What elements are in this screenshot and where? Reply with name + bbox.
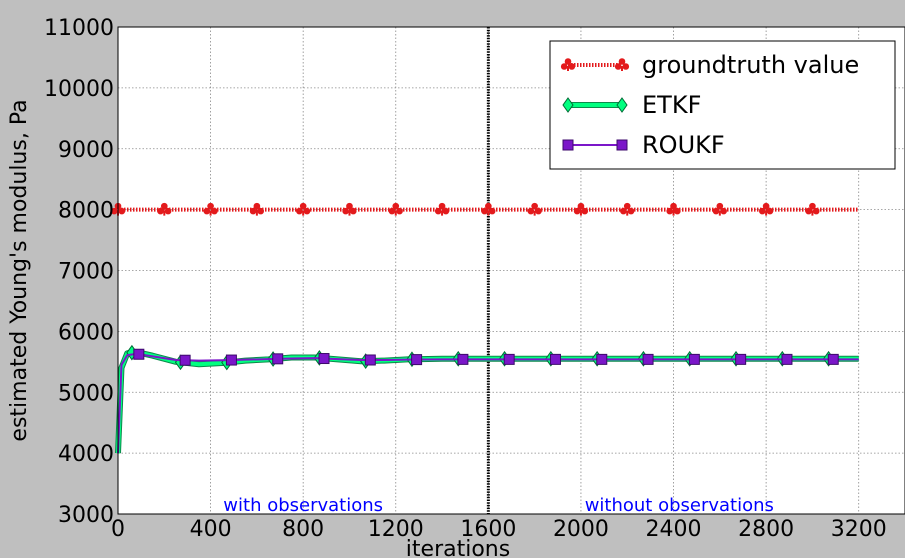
legend-marker (616, 97, 628, 113)
x-tick-label: 1600 (460, 517, 516, 542)
data-point (388, 202, 403, 216)
data-point (573, 202, 589, 216)
data-point (457, 353, 469, 365)
legend-items: groundtruth value ETKF ROUKF (560, 51, 859, 159)
x-tick-label: 800 (282, 517, 324, 542)
data-point (296, 202, 311, 216)
legend-marker (560, 58, 576, 71)
y-tick-label: 5000 (58, 381, 114, 406)
x-tick-label: 400 (190, 517, 232, 542)
data-point (179, 354, 191, 366)
data-point (364, 354, 376, 366)
legend-marker (616, 139, 628, 151)
data-point (781, 353, 793, 365)
data-point (827, 353, 839, 365)
data-point (549, 353, 561, 365)
data-point (225, 354, 237, 366)
data-point (805, 202, 820, 216)
y-tick-label: 6000 (58, 320, 114, 345)
data-point (620, 202, 635, 216)
legend-item: ROUKF (562, 131, 725, 159)
data-point (481, 202, 496, 216)
y-tick-label: 4000 (58, 442, 114, 467)
annotation-with-observations: with observations (223, 495, 383, 516)
x-axis-label: iterations (406, 537, 510, 558)
data-point (203, 202, 218, 216)
legend-marker (562, 139, 574, 151)
x-tick-labels: 0 400 800 1200 1600 2000 2400 2800 3200 (111, 517, 887, 542)
data-point (249, 202, 264, 216)
legend-marker (562, 97, 574, 113)
legend-label: ROUKF (642, 131, 725, 159)
data-point (712, 202, 727, 216)
y-tick-label: 9000 (58, 138, 114, 163)
series-layer (110, 202, 859, 454)
annotation-without-observations: without observations (585, 495, 774, 516)
data-point (272, 353, 284, 365)
data-point (527, 202, 542, 216)
x-tick-label: 0 (111, 517, 125, 542)
data-point (735, 353, 747, 365)
data-point (666, 202, 681, 216)
y-tick-label: 11000 (44, 16, 114, 41)
data-point (759, 202, 774, 216)
y-tick-label: 10000 (44, 77, 114, 102)
plot-frame (117, 26, 905, 515)
data-point (434, 202, 450, 216)
series-groundtruth-value (110, 202, 859, 216)
x-tick-label: 1200 (368, 517, 424, 542)
data-point (642, 353, 654, 365)
legend: groundtruth value ETKF ROUKF (549, 40, 896, 170)
y-tick-label: 3000 (58, 503, 114, 528)
data-point (411, 354, 423, 366)
data-point (342, 202, 357, 216)
legend-item: groundtruth value (560, 51, 859, 79)
series-roukf (117, 348, 859, 454)
data-point (596, 353, 608, 365)
data-point (110, 202, 126, 216)
x-tick-label: 2800 (738, 517, 794, 542)
x-tick-label: 2000 (553, 517, 609, 542)
y-axis-label: estimated Young's modulus, Pa (7, 99, 32, 441)
data-point (318, 353, 330, 365)
data-point (157, 202, 172, 216)
y-tick-label: 7000 (58, 260, 114, 285)
data-point (133, 348, 145, 360)
legend-label: ETKF (642, 91, 701, 119)
data-point (503, 353, 515, 365)
y-tick-label: 8000 (58, 199, 114, 224)
x-tick-label: 2400 (646, 517, 702, 542)
x-tick-label: 3200 (831, 517, 887, 542)
legend-marker (614, 58, 630, 71)
legend-label: groundtruth value (642, 51, 859, 79)
y-tick-labels: 3000 4000 5000 6000 7000 8000 9000 10000 11000 (44, 16, 114, 528)
data-point (688, 353, 700, 365)
legend-item: ETKF (562, 91, 701, 119)
